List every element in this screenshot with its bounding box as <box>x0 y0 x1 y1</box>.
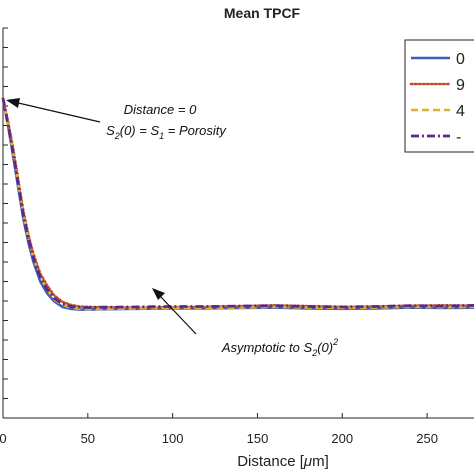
annotation-porosity-arrow <box>13 101 101 123</box>
annotation-porosity-s: S <box>106 123 115 138</box>
annotation-asymptotic-sup: 2 <box>332 337 338 347</box>
x-axis-ticks: 0 50 100 150 200 250 <box>0 413 438 446</box>
chart-title: Mean TPCF <box>224 5 301 21</box>
legend-label-3: 4 <box>456 103 465 120</box>
annotation-porosity-line1: Distance = 0 <box>124 102 197 117</box>
annotation-porosity-sub1: 1 <box>159 131 164 141</box>
annotation-porosity: Distance = 0 S2(0) = S1 = Porosity <box>6 98 227 141</box>
x-axis-title: Distance [μm] <box>237 453 329 470</box>
annotation-porosity-sub2: 2 <box>114 131 120 141</box>
series-lines <box>1 96 474 311</box>
x-tick-label-250: 250 <box>416 431 438 446</box>
annotation-asymptotic-text: Asymptotic to S2(0)2 <box>221 337 338 358</box>
annotation-asymptotic: Asymptotic to S2(0)2 <box>152 288 338 358</box>
annotation-porosity-mid: (0) = S <box>120 123 160 138</box>
y-axis-ticks <box>3 27 8 419</box>
x-tick-label-50: 50 <box>81 431 95 446</box>
series-line-2 <box>1 96 474 309</box>
annotation-asymptotic-paren: (0) <box>317 340 333 355</box>
legend-label-2: 9 <box>456 77 465 94</box>
x-tick-label-150: 150 <box>247 431 269 446</box>
series-line-4 <box>1 97 474 310</box>
x-tick-label-0: 0 <box>0 431 7 446</box>
legend: 0 9 4 - <box>404 39 474 153</box>
series-line-3 <box>1 97 474 311</box>
annotation-porosity-end: = Porosity <box>164 123 227 138</box>
annotation-asymptotic-main: Asymptotic to S <box>221 340 313 355</box>
annotation-porosity-arrowhead <box>6 98 20 108</box>
x-tick-label-200: 200 <box>331 431 353 446</box>
series-line-1 <box>1 97 474 311</box>
legend-items: 0 9 4 - <box>409 51 465 146</box>
x-axis-title-main: Distance [ <box>237 453 305 470</box>
x-axis-title-mu: μ <box>303 453 312 470</box>
x-tick-label-100: 100 <box>162 431 184 446</box>
annotation-asymptotic-arrowhead <box>152 288 165 300</box>
annotation-asymptotic-sub: 2 <box>311 348 317 358</box>
legend-label-4: - <box>456 129 461 146</box>
plot-area: 0 50 100 150 200 250 <box>0 27 474 446</box>
annotation-asymptotic-arrow <box>159 295 197 335</box>
annotation-porosity-line2: S2(0) = S1 = Porosity <box>106 123 227 141</box>
legend-label-1: 0 <box>456 51 465 68</box>
x-axis-title-unit: m] <box>312 453 329 470</box>
